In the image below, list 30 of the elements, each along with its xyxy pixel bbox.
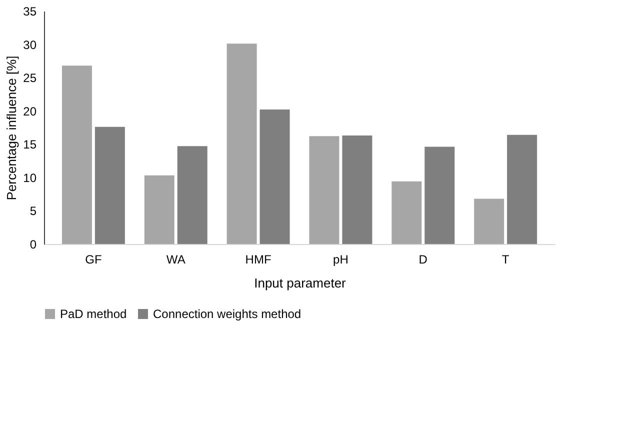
y-axis-title: Percentage influence [%]	[4, 56, 20, 200]
legend-label: PaD method	[60, 307, 127, 321]
y-tick-label: 30	[23, 38, 37, 52]
x-tick-label: HMF	[245, 252, 272, 266]
y-tick-label: 20	[23, 104, 37, 118]
x-tick-label: GF	[85, 252, 102, 266]
x-tick-label: WA	[166, 252, 186, 266]
y-tick-label: 25	[23, 71, 37, 86]
x-tick-label: T	[502, 252, 510, 266]
bar	[94, 126, 125, 244]
bar	[342, 135, 372, 244]
bar	[474, 198, 504, 244]
legend-label: Connection weights method	[153, 307, 302, 321]
y-tick-label: 0	[30, 238, 37, 252]
bar	[424, 146, 455, 244]
x-axis-title: Input parameter	[254, 276, 347, 290]
y-tick-label: 35	[23, 4, 37, 18]
x-tick-label: D	[418, 252, 428, 266]
bar	[144, 175, 174, 244]
bar	[392, 181, 422, 244]
bar	[226, 44, 257, 244]
bar	[309, 136, 340, 244]
bar	[507, 134, 538, 244]
bar	[177, 146, 208, 244]
bar	[62, 66, 92, 244]
y-tick-label: 10	[23, 170, 37, 185]
y-tick-label: 5	[30, 204, 37, 218]
y-tick-label: 15	[23, 138, 37, 152]
x-tick-label: pH	[333, 252, 348, 266]
bar	[260, 110, 290, 244]
